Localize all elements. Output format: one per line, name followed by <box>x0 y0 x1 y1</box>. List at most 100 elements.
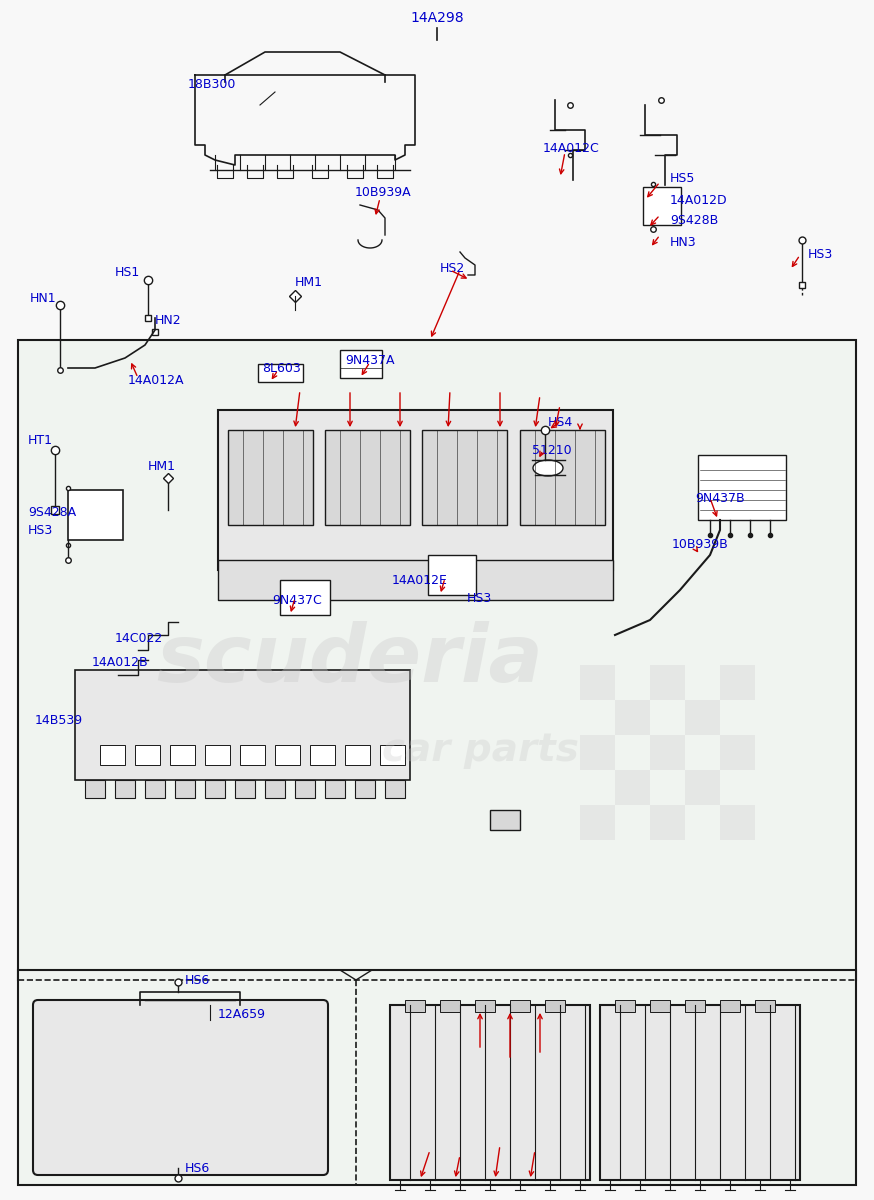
Bar <box>490 810 520 830</box>
Bar <box>218 560 613 600</box>
Bar <box>720 1000 740 1012</box>
Bar <box>75 670 410 780</box>
Bar <box>422 430 507 526</box>
Text: HN3: HN3 <box>670 235 697 248</box>
Bar <box>698 455 786 520</box>
Text: HS1: HS1 <box>115 265 140 278</box>
Text: 14B539: 14B539 <box>35 714 83 726</box>
Bar <box>218 410 613 570</box>
Bar <box>615 770 650 805</box>
Text: 9N437B: 9N437B <box>695 492 745 504</box>
Bar <box>258 364 303 382</box>
Bar <box>390 1006 590 1180</box>
Text: HT1: HT1 <box>28 433 53 446</box>
Bar <box>345 745 370 766</box>
Bar <box>205 780 225 798</box>
Bar <box>175 780 195 798</box>
Bar <box>18 340 856 980</box>
Text: HS5: HS5 <box>670 172 696 185</box>
Bar <box>600 1006 800 1180</box>
Bar <box>325 430 410 526</box>
Text: 18B300: 18B300 <box>188 78 236 91</box>
Text: HM1: HM1 <box>295 276 323 288</box>
Bar <box>720 665 755 700</box>
Bar <box>135 745 160 766</box>
Bar <box>325 780 345 798</box>
Bar <box>475 1000 495 1012</box>
Bar <box>240 745 265 766</box>
Bar <box>520 430 605 526</box>
Text: 14A012B: 14A012B <box>92 655 149 668</box>
Bar <box>650 805 685 840</box>
Text: 9S428A: 9S428A <box>28 505 76 518</box>
Text: 14A298: 14A298 <box>410 11 464 25</box>
Bar <box>580 665 615 700</box>
Text: HS4: HS4 <box>548 415 573 428</box>
Bar <box>115 780 135 798</box>
Ellipse shape <box>533 460 563 476</box>
Bar <box>428 554 476 595</box>
Text: HM1: HM1 <box>148 460 176 473</box>
Bar <box>650 665 685 700</box>
Text: HS2: HS2 <box>440 262 465 275</box>
Bar <box>170 745 195 766</box>
Bar <box>650 1000 670 1012</box>
Text: 9N437C: 9N437C <box>272 594 322 606</box>
Text: 9N437A: 9N437A <box>345 354 394 366</box>
Bar <box>685 1000 705 1012</box>
Bar <box>355 780 375 798</box>
Text: 14A012E: 14A012E <box>392 574 447 587</box>
Bar <box>145 780 165 798</box>
Text: 10B939A: 10B939A <box>355 186 412 198</box>
Text: 12A659: 12A659 <box>218 1008 266 1021</box>
Text: scuderia: scuderia <box>156 622 544 698</box>
Bar <box>440 1000 460 1012</box>
Bar <box>580 734 615 770</box>
Bar <box>280 580 330 614</box>
Bar <box>510 1000 530 1012</box>
Bar <box>380 745 405 766</box>
Text: HN2: HN2 <box>155 313 182 326</box>
Text: 14A012C: 14A012C <box>543 142 600 155</box>
Bar <box>340 350 382 378</box>
FancyBboxPatch shape <box>33 1000 328 1175</box>
Bar <box>265 780 285 798</box>
Text: 14C022: 14C022 <box>115 631 163 644</box>
Bar <box>205 745 230 766</box>
Text: 14A012A: 14A012A <box>128 373 184 386</box>
Bar <box>235 780 255 798</box>
Bar <box>405 1000 425 1012</box>
Bar <box>685 770 720 805</box>
Text: 51210: 51210 <box>532 444 572 456</box>
Bar <box>720 734 755 770</box>
Bar <box>580 805 615 840</box>
Text: HS3: HS3 <box>808 248 833 262</box>
Text: 8L603: 8L603 <box>262 361 301 374</box>
Text: HS6: HS6 <box>185 973 211 986</box>
Bar <box>228 430 313 526</box>
Bar <box>18 970 856 1186</box>
Bar <box>275 745 300 766</box>
Text: HS6: HS6 <box>185 1162 211 1175</box>
Text: HN1: HN1 <box>30 292 57 305</box>
Bar <box>720 805 755 840</box>
Text: car parts: car parts <box>382 731 579 769</box>
Bar <box>615 700 650 734</box>
Text: 14A012D: 14A012D <box>670 193 728 206</box>
Text: HS3: HS3 <box>467 592 492 605</box>
Bar <box>755 1000 775 1012</box>
Bar <box>685 700 720 734</box>
Bar <box>85 780 105 798</box>
Bar <box>650 734 685 770</box>
Text: HS3: HS3 <box>28 523 53 536</box>
Bar <box>68 490 123 540</box>
Bar <box>615 1000 635 1012</box>
Bar <box>295 780 315 798</box>
Bar <box>643 187 681 226</box>
Bar <box>545 1000 565 1012</box>
Text: 10B939B: 10B939B <box>672 539 729 552</box>
Text: 9S428B: 9S428B <box>670 214 718 227</box>
Bar <box>100 745 125 766</box>
Bar <box>310 745 335 766</box>
Bar <box>385 780 405 798</box>
